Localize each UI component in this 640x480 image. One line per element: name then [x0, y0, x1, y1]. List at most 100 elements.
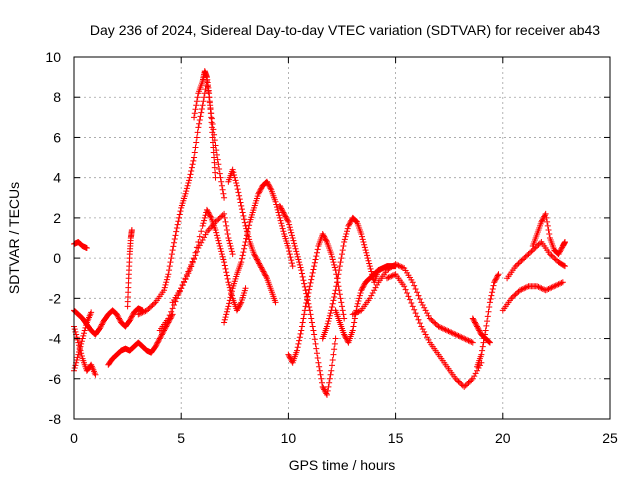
- data-point-interp: [536, 284, 543, 291]
- x-tick-label: 0: [70, 430, 78, 446]
- data-point: [255, 190, 262, 197]
- data-point-interp: [192, 144, 199, 151]
- data-point-interp: [360, 283, 367, 290]
- data-point-interp: [198, 228, 205, 235]
- data-point-interp: [432, 320, 439, 327]
- data-point-interp: [368, 292, 375, 299]
- chart-title: Day 236 of 2024, Sidereal Day-to-day VTE…: [90, 22, 600, 38]
- data-point-interp: [241, 219, 248, 226]
- data-point-interp: [73, 334, 80, 341]
- data-point: [173, 224, 180, 231]
- data-point-interp: [230, 169, 237, 176]
- data-point: [561, 263, 568, 270]
- data-point-interp: [196, 120, 203, 127]
- data-point-interp: [98, 321, 105, 328]
- data-point: [92, 371, 99, 378]
- data-point-interp: [412, 285, 419, 292]
- data-point-interp: [357, 289, 364, 296]
- data-point-interp: [341, 236, 348, 243]
- data-point: [495, 271, 502, 278]
- data-point-interp: [296, 337, 303, 344]
- data-point: [332, 335, 339, 342]
- data-point-interp: [196, 233, 203, 240]
- data-point-interp: [221, 262, 228, 269]
- data-point: [409, 303, 416, 310]
- data-point-interp: [291, 243, 298, 250]
- data-point: [285, 245, 292, 252]
- data-point: [538, 218, 545, 225]
- data-point-interp: [301, 311, 308, 318]
- data-point-interp: [535, 241, 542, 248]
- data-point-interp: [486, 338, 493, 345]
- data-point-interp: [318, 379, 325, 386]
- data-point-interp: [317, 371, 324, 378]
- data-point-interp: [522, 253, 529, 260]
- data-point: [229, 251, 236, 258]
- data-point-interp: [350, 323, 357, 330]
- data-point-interp: [183, 188, 190, 195]
- data-point-interp: [128, 314, 135, 321]
- data-point-interp: [471, 318, 478, 325]
- data-point-interp: [213, 229, 220, 236]
- data-point-interp: [234, 186, 241, 193]
- data-point-interp: [301, 307, 308, 314]
- data-point: [349, 311, 356, 318]
- data-point-interp: [548, 284, 555, 291]
- data-point-interp: [222, 314, 229, 321]
- data-point-interp: [355, 308, 362, 315]
- data-point-interp: [239, 252, 246, 259]
- data-point-interp: [300, 315, 307, 322]
- data-point-interp: [209, 134, 216, 141]
- data-point-interp: [351, 315, 358, 322]
- data-point-interp: [545, 226, 552, 233]
- data-point: [461, 383, 468, 390]
- data-point-interp: [454, 377, 461, 384]
- data-point-interp: [246, 222, 253, 229]
- data-point-interp: [171, 236, 178, 243]
- data-point-interp: [223, 222, 230, 229]
- data-point-interp: [280, 209, 287, 216]
- data-point-interp: [196, 117, 203, 124]
- data-point-interp: [296, 259, 303, 266]
- data-point-interp: [462, 382, 469, 389]
- data-point-interp: [127, 316, 134, 323]
- data-point: [276, 202, 283, 209]
- data-point-interp: [239, 209, 246, 216]
- data-point-interp: [227, 243, 234, 250]
- y-tick-label: 4: [53, 170, 61, 186]
- data-point-interp: [476, 327, 483, 334]
- data-point: [272, 198, 279, 205]
- data-point-interp: [279, 208, 286, 215]
- data-point-interp: [223, 226, 230, 233]
- data-point-interp: [162, 281, 169, 288]
- data-point-interp: [326, 375, 333, 382]
- data-point-interp: [253, 255, 260, 262]
- points-layer: [71, 68, 568, 398]
- data-point-interp: [171, 302, 178, 309]
- data-point: [195, 124, 202, 131]
- data-point: [263, 178, 270, 185]
- data-point-interp: [305, 289, 312, 296]
- data-point-interp: [218, 178, 225, 185]
- data-point-interp: [235, 304, 242, 311]
- data-point-interp: [198, 105, 205, 112]
- data-point-interp: [292, 245, 299, 252]
- data-point-interp: [176, 211, 183, 218]
- data-point-interp: [551, 255, 558, 262]
- data-point: [401, 283, 408, 290]
- data-point-interp: [236, 302, 243, 309]
- data-point-interp: [309, 323, 316, 330]
- data-point-interp: [356, 295, 363, 302]
- data-point: [259, 267, 266, 274]
- data-point-interp: [326, 379, 333, 386]
- data-point: [418, 323, 425, 330]
- data-point-interp: [288, 260, 295, 267]
- data-point-interp: [454, 332, 461, 339]
- data-point-interp: [493, 275, 500, 282]
- data-point: [199, 222, 206, 229]
- data-point-interp: [71, 365, 78, 372]
- data-point-interp: [333, 279, 340, 286]
- data-point-interp: [286, 221, 293, 228]
- data-point-interp: [256, 188, 263, 195]
- data-point-interp: [146, 304, 153, 311]
